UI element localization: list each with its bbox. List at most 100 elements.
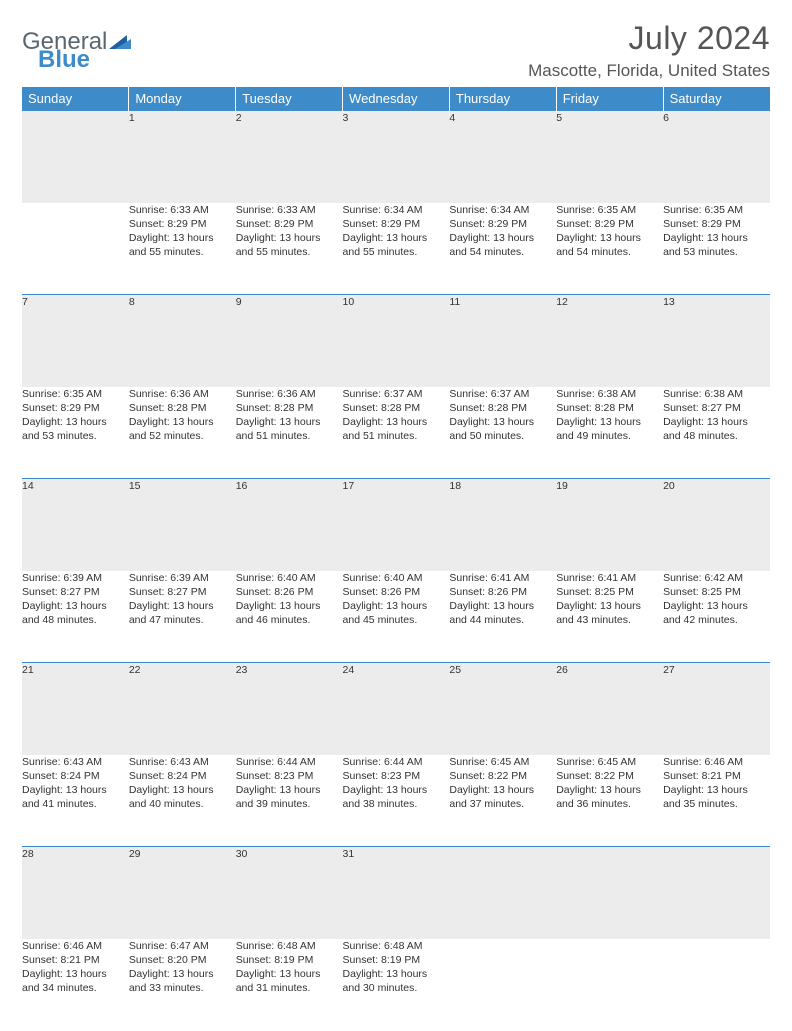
sunrise-line: Sunrise: 6:39 AM [22,571,127,585]
day-cell: Sunrise: 6:34 AMSunset: 8:29 PMDaylight:… [449,203,556,295]
sunset-line: Sunset: 8:22 PM [449,769,554,783]
sunrise-line: Sunrise: 6:39 AM [129,571,234,585]
day-cell: Sunrise: 6:45 AMSunset: 8:22 PMDaylight:… [449,755,556,847]
day-number: 8 [129,295,236,387]
info-row: Sunrise: 6:46 AMSunset: 8:21 PMDaylight:… [22,939,770,1031]
sunrise-line: Sunrise: 6:34 AM [343,203,448,217]
sunrise-line: Sunrise: 6:48 AM [236,939,341,953]
sunset-line: Sunset: 8:29 PM [236,217,341,231]
sunrise-line: Sunrise: 6:38 AM [556,387,661,401]
daylight-line: Daylight: 13 hours and 55 minutes. [129,231,234,259]
day-cell: Sunrise: 6:33 AMSunset: 8:29 PMDaylight:… [129,203,236,295]
daynum-row: 28293031 [22,847,770,939]
sunrise-line: Sunrise: 6:44 AM [236,755,341,769]
day-cell: Sunrise: 6:38 AMSunset: 8:27 PMDaylight:… [663,387,770,479]
daynum-row: 21222324252627 [22,663,770,755]
empty-cell [22,203,129,295]
sunset-line: Sunset: 8:23 PM [236,769,341,783]
weekday-header: Wednesday [343,87,450,111]
info-row: Sunrise: 6:39 AMSunset: 8:27 PMDaylight:… [22,571,770,663]
daylight-line: Daylight: 13 hours and 42 minutes. [663,599,768,627]
day-cell: Sunrise: 6:35 AMSunset: 8:29 PMDaylight:… [663,203,770,295]
daylight-line: Daylight: 13 hours and 50 minutes. [449,415,554,443]
daylight-line: Daylight: 13 hours and 38 minutes. [343,783,448,811]
calendar-header-row: SundayMondayTuesdayWednesdayThursdayFrid… [22,87,770,111]
sunrise-line: Sunrise: 6:40 AM [236,571,341,585]
day-number: 1 [129,111,236,203]
title-block: July 2024 Mascotte, Florida, United Stat… [528,20,770,81]
sunrise-line: Sunrise: 6:45 AM [556,755,661,769]
calendar-table: SundayMondayTuesdayWednesdayThursdayFrid… [22,87,770,1031]
daylight-line: Daylight: 13 hours and 48 minutes. [22,599,127,627]
day-cell: Sunrise: 6:44 AMSunset: 8:23 PMDaylight:… [343,755,450,847]
empty-cell [556,939,663,1031]
sunset-line: Sunset: 8:28 PM [343,401,448,415]
sunset-line: Sunset: 8:29 PM [556,217,661,231]
daylight-line: Daylight: 13 hours and 53 minutes. [663,231,768,259]
sunset-line: Sunset: 8:21 PM [22,953,127,967]
day-cell: Sunrise: 6:34 AMSunset: 8:29 PMDaylight:… [343,203,450,295]
day-cell: Sunrise: 6:41 AMSunset: 8:25 PMDaylight:… [556,571,663,663]
sunrise-line: Sunrise: 6:40 AM [343,571,448,585]
sunrise-line: Sunrise: 6:43 AM [129,755,234,769]
daylight-line: Daylight: 13 hours and 51 minutes. [236,415,341,443]
sunrise-line: Sunrise: 6:35 AM [556,203,661,217]
sunset-line: Sunset: 8:28 PM [449,401,554,415]
daylight-line: Daylight: 13 hours and 49 minutes. [556,415,661,443]
sunset-line: Sunset: 8:27 PM [663,401,768,415]
day-cell: Sunrise: 6:48 AMSunset: 8:19 PMDaylight:… [343,939,450,1031]
info-row: Sunrise: 6:43 AMSunset: 8:24 PMDaylight:… [22,755,770,847]
brand-part2: Blue [38,46,90,73]
sunrise-line: Sunrise: 6:41 AM [556,571,661,585]
sunset-line: Sunset: 8:26 PM [236,585,341,599]
daylight-line: Daylight: 13 hours and 35 minutes. [663,783,768,811]
sunrise-line: Sunrise: 6:47 AM [129,939,234,953]
day-cell: Sunrise: 6:37 AMSunset: 8:28 PMDaylight:… [343,387,450,479]
daylight-line: Daylight: 13 hours and 41 minutes. [22,783,127,811]
empty-cell [22,111,129,203]
info-row: Sunrise: 6:33 AMSunset: 8:29 PMDaylight:… [22,203,770,295]
info-row: Sunrise: 6:35 AMSunset: 8:29 PMDaylight:… [22,387,770,479]
daylight-line: Daylight: 13 hours and 33 minutes. [129,967,234,995]
sunset-line: Sunset: 8:24 PM [129,769,234,783]
day-cell: Sunrise: 6:41 AMSunset: 8:26 PMDaylight:… [449,571,556,663]
day-cell: Sunrise: 6:45 AMSunset: 8:22 PMDaylight:… [556,755,663,847]
day-cell: Sunrise: 6:39 AMSunset: 8:27 PMDaylight:… [22,571,129,663]
daylight-line: Daylight: 13 hours and 46 minutes. [236,599,341,627]
day-cell: Sunrise: 6:43 AMSunset: 8:24 PMDaylight:… [129,755,236,847]
day-number: 14 [22,479,129,571]
sunset-line: Sunset: 8:29 PM [663,217,768,231]
daylight-line: Daylight: 13 hours and 53 minutes. [22,415,127,443]
day-number: 25 [449,663,556,755]
day-cell: Sunrise: 6:40 AMSunset: 8:26 PMDaylight:… [343,571,450,663]
day-number: 24 [343,663,450,755]
day-cell: Sunrise: 6:42 AMSunset: 8:25 PMDaylight:… [663,571,770,663]
sunset-line: Sunset: 8:27 PM [129,585,234,599]
daynum-row: 14151617181920 [22,479,770,571]
day-number: 17 [343,479,450,571]
daylight-line: Daylight: 13 hours and 44 minutes. [449,599,554,627]
day-number: 27 [663,663,770,755]
day-number: 23 [236,663,343,755]
daylight-line: Daylight: 13 hours and 54 minutes. [556,231,661,259]
day-number: 28 [22,847,129,939]
daylight-line: Daylight: 13 hours and 31 minutes. [236,967,341,995]
sunset-line: Sunset: 8:29 PM [449,217,554,231]
brand-part2-wrap: Blue [38,46,90,74]
sunset-line: Sunset: 8:20 PM [129,953,234,967]
sunrise-line: Sunrise: 6:37 AM [343,387,448,401]
daylight-line: Daylight: 13 hours and 34 minutes. [22,967,127,995]
sunset-line: Sunset: 8:19 PM [343,953,448,967]
weekday-header: Tuesday [236,87,343,111]
day-cell: Sunrise: 6:46 AMSunset: 8:21 PMDaylight:… [22,939,129,1031]
sunrise-line: Sunrise: 6:37 AM [449,387,554,401]
day-number: 20 [663,479,770,571]
day-number: 10 [343,295,450,387]
day-number: 18 [449,479,556,571]
daylight-line: Daylight: 13 hours and 30 minutes. [343,967,448,995]
sunset-line: Sunset: 8:23 PM [343,769,448,783]
location: Mascotte, Florida, United States [528,61,770,81]
day-number: 16 [236,479,343,571]
day-cell: Sunrise: 6:46 AMSunset: 8:21 PMDaylight:… [663,755,770,847]
daylight-line: Daylight: 13 hours and 37 minutes. [449,783,554,811]
